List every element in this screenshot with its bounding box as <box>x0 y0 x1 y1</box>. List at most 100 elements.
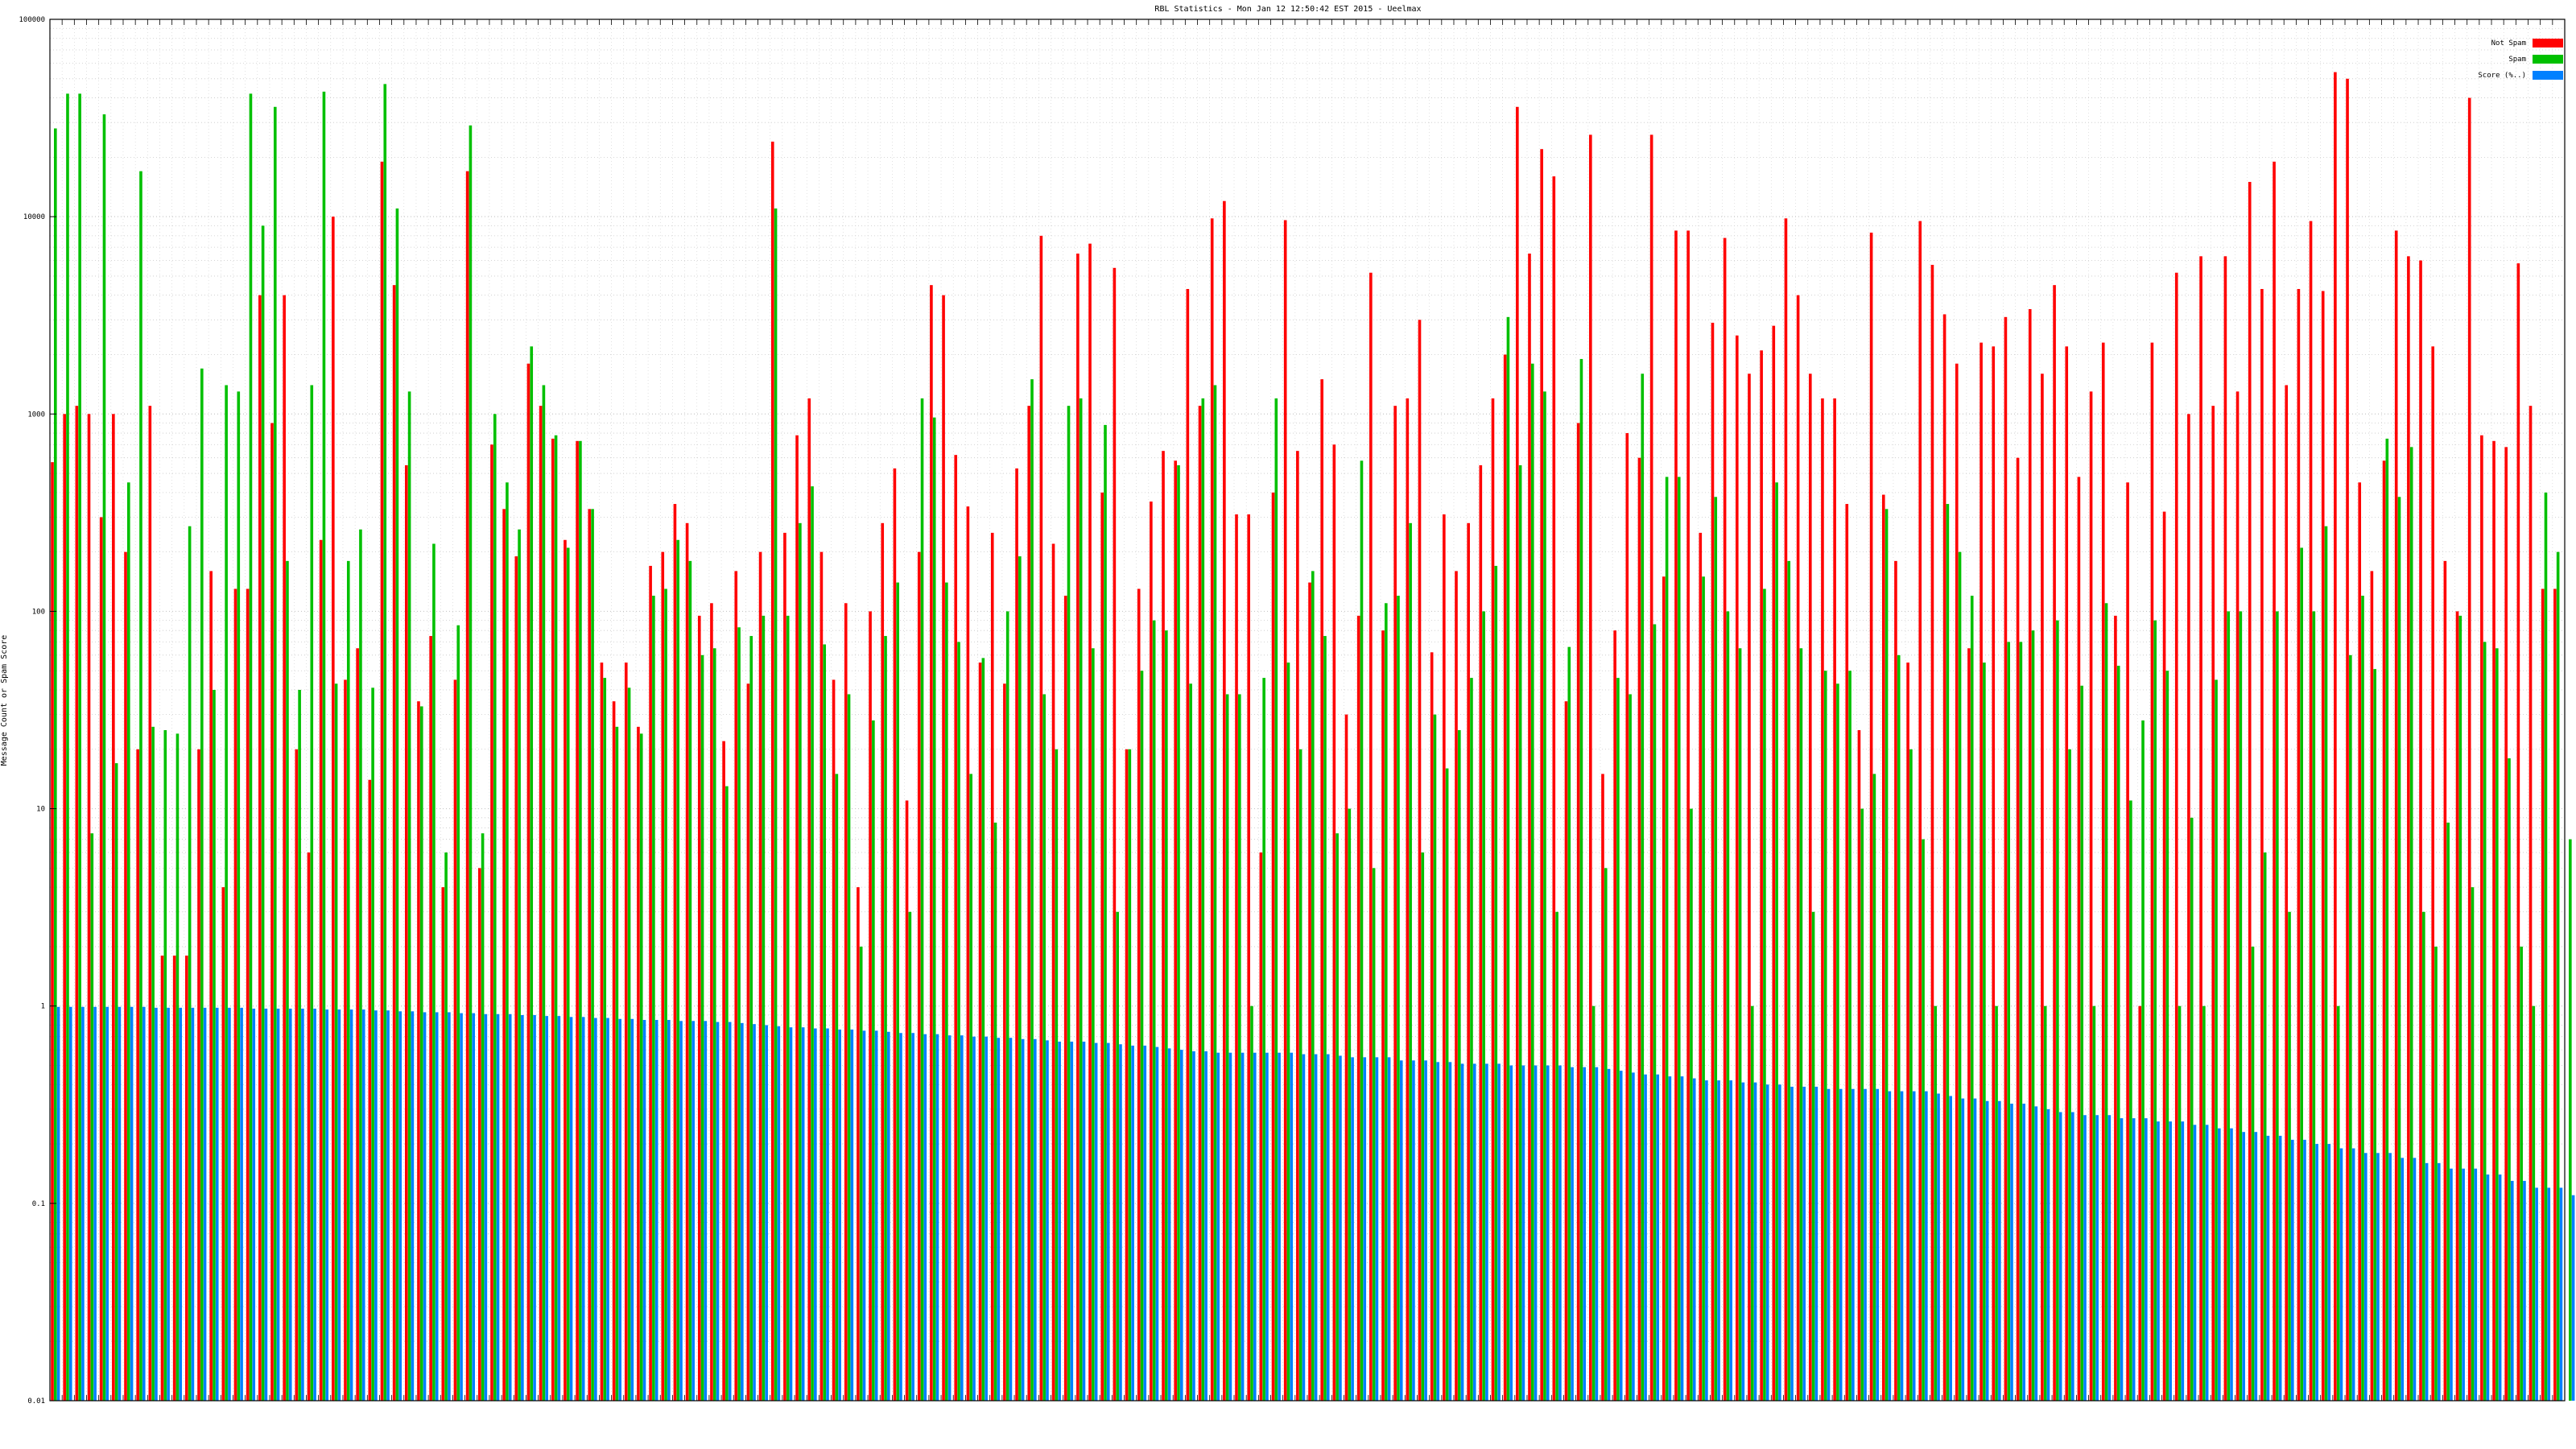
not-spam-bar <box>2187 414 2190 1402</box>
spam-bar <box>163 730 167 1401</box>
not-spam-bar <box>2443 560 2447 1401</box>
score-bar <box>850 1029 854 1401</box>
not-spam-bar <box>1845 504 1849 1401</box>
score-bar <box>1351 1057 1354 1401</box>
not-spam-bar <box>1942 314 1946 1402</box>
spam-bar <box>1348 808 1352 1401</box>
spam-bar <box>530 346 534 1401</box>
not-spam-bar <box>2480 435 2483 1401</box>
spam-bar <box>932 417 936 1401</box>
score-bar <box>288 1008 292 1401</box>
not-spam-bar <box>1674 230 1678 1401</box>
spam-bar <box>1543 391 1546 1402</box>
spam-bar <box>1848 671 1852 1401</box>
score-bar <box>1949 1096 1952 1401</box>
score-bar <box>1375 1057 1379 1401</box>
spam-bar <box>1750 1005 1754 1401</box>
not-spam-bar <box>1772 325 1776 1402</box>
spam-bar <box>1738 648 1742 1401</box>
not-spam-bar <box>1784 218 1788 1402</box>
score-bar <box>1143 1045 1147 1401</box>
spam-bar <box>1530 363 1534 1401</box>
score-bar <box>1546 1065 1550 1401</box>
not-spam-bar <box>514 556 518 1401</box>
not-spam-bar <box>661 551 665 1401</box>
spam-bar <box>603 678 607 1401</box>
spam-bar <box>1274 398 1278 1401</box>
spam-bar <box>1922 839 1925 1401</box>
score-bar <box>1888 1091 1892 1401</box>
spam-bar <box>627 687 631 1401</box>
score-bar <box>1973 1098 1977 1401</box>
score-bar <box>521 1014 524 1401</box>
legend-swatch-spam <box>2533 55 2563 64</box>
spam-bar <box>1653 624 1657 1401</box>
score-bar <box>508 1013 512 1401</box>
not-spam-bar <box>1662 576 1666 1401</box>
score-bar <box>1241 1052 1245 1401</box>
spam-bar <box>688 560 692 1401</box>
score-bar <box>460 1013 463 1401</box>
spam-bar <box>1140 671 1144 1401</box>
spam-bar <box>1042 694 1046 1401</box>
not-spam-bar <box>844 603 848 1401</box>
spam-bar <box>2385 438 2389 1401</box>
score-bar <box>2242 1132 2245 1401</box>
score-bar <box>972 1036 976 1401</box>
spam-bar <box>2031 630 2035 1401</box>
spam-bar <box>2080 685 2084 1401</box>
score-bar <box>472 1013 476 1401</box>
spam-bar <box>969 774 972 1401</box>
spam-bar <box>456 625 460 1401</box>
score-bar <box>826 1028 829 1401</box>
spam-bar <box>102 114 106 1402</box>
spam-bar <box>1055 749 1059 1401</box>
score-bar <box>2205 1125 2209 1401</box>
not-spam-bar <box>1528 254 1531 1401</box>
score-bar <box>1876 1088 1879 1401</box>
score-bar <box>1497 1063 1501 1401</box>
not-spam-bar <box>1625 433 1629 1402</box>
spam-bar <box>2141 720 2145 1401</box>
score-bar <box>374 1010 378 1401</box>
spam-bar <box>2361 596 2364 1401</box>
score-bar <box>2510 1180 2514 1401</box>
not-spam-bar <box>954 455 958 1401</box>
not-spam-bar <box>441 887 445 1401</box>
spam-bar <box>1604 868 1608 1401</box>
score-bar <box>252 1008 256 1401</box>
not-spam-bar <box>1051 543 1055 1401</box>
score-bar <box>1729 1080 1733 1401</box>
score-bar <box>1278 1052 1281 1401</box>
spam-bar <box>1506 316 1510 1401</box>
spam-bar <box>444 852 448 1401</box>
not-spam-bar <box>490 444 493 1402</box>
not-spam-bar <box>1955 363 1959 1401</box>
not-spam-bar <box>417 701 420 1401</box>
spam-bar <box>2153 620 2157 1401</box>
spam-bar <box>1262 678 1265 1401</box>
spam-bar <box>1177 464 1180 1401</box>
not-spam-bar <box>1979 342 1983 1401</box>
not-spam-bar <box>1540 149 1543 1401</box>
score-bar <box>2303 1139 2306 1401</box>
score-bar <box>398 1011 402 1401</box>
spam-bar <box>579 440 582 1401</box>
score-bar <box>130 1006 134 1401</box>
not-spam-bar <box>673 504 677 1401</box>
spam-bar <box>652 596 655 1401</box>
not-spam-bar <box>356 648 359 1401</box>
not-spam-bar <box>2235 391 2240 1402</box>
score-bar <box>2278 1135 2282 1401</box>
not-spam-bar <box>612 701 616 1401</box>
not-spam-bar <box>2248 181 2252 1401</box>
spam-bar <box>1128 749 1132 1401</box>
score-bar <box>741 1022 744 1401</box>
not-spam-bar <box>1137 588 1141 1401</box>
not-spam-bar <box>2211 406 2215 1402</box>
spam-bar <box>823 644 827 1401</box>
not-spam-bar <box>1735 335 1739 1402</box>
spam-bar <box>2508 758 2511 1401</box>
score-bar <box>1167 1048 1171 1401</box>
score-bar <box>1583 1067 1587 1401</box>
